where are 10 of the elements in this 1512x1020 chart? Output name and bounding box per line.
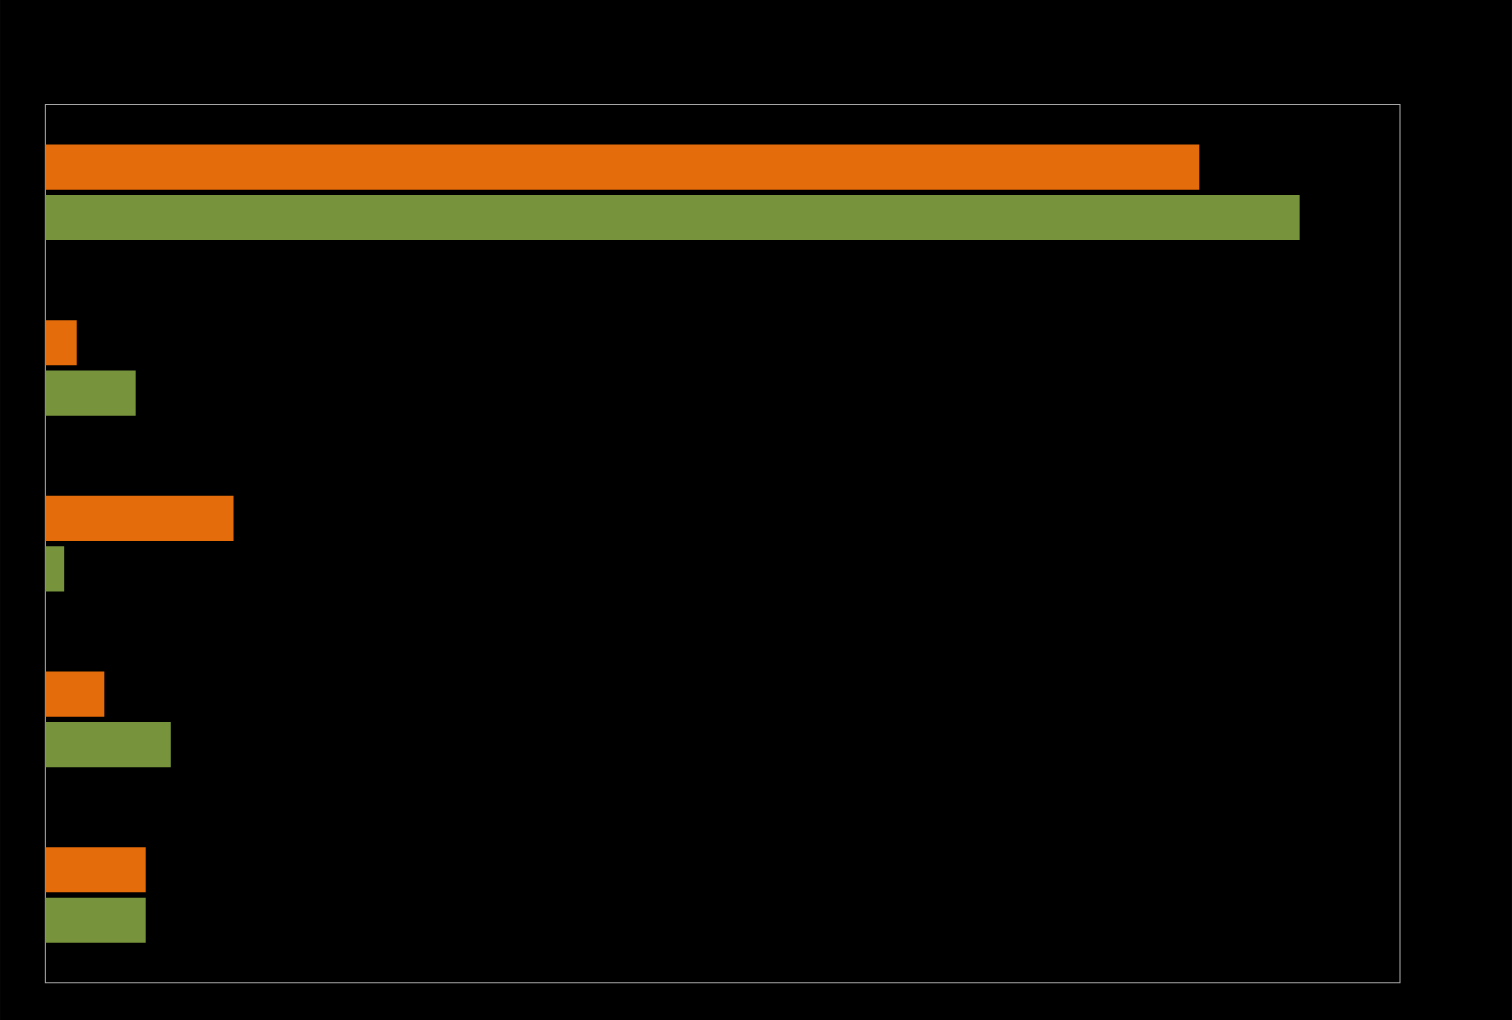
bar	[45, 319, 77, 366]
bar	[45, 144, 1200, 190]
bar	[45, 846, 146, 893]
bar	[45, 495, 234, 541]
bar	[45, 721, 171, 767]
bar	[45, 194, 1300, 240]
bar	[45, 897, 146, 943]
bar	[45, 370, 136, 416]
bar	[45, 671, 105, 717]
bar	[45, 546, 65, 592]
